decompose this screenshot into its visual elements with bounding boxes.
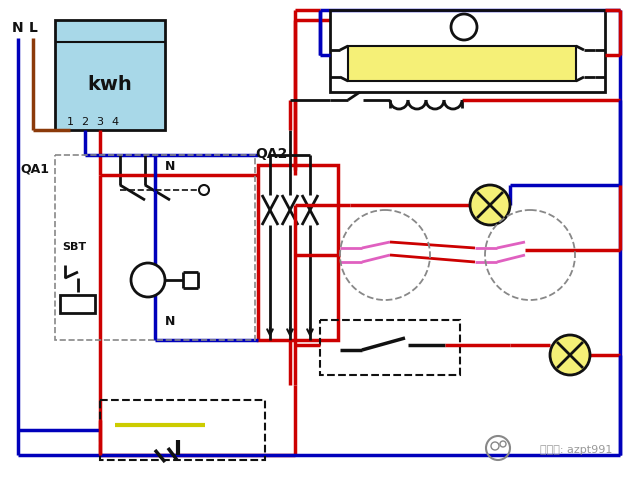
Text: QA2: QA2 (255, 147, 287, 161)
Bar (55, 155, 255, 340)
Text: 微信号: azpt991: 微信号: azpt991 (540, 445, 612, 455)
Bar (55, 20, 165, 130)
Text: N: N (165, 160, 175, 173)
Bar (60, 295, 95, 313)
Text: N: N (165, 315, 175, 328)
Circle shape (550, 335, 590, 375)
Text: 4: 4 (111, 117, 118, 127)
Text: QA1: QA1 (20, 162, 49, 175)
Circle shape (199, 185, 209, 195)
Circle shape (470, 185, 510, 225)
Text: N: N (12, 21, 24, 35)
Text: L: L (29, 21, 37, 35)
Text: 3: 3 (97, 117, 104, 127)
Bar (100, 400, 265, 460)
Bar (258, 165, 338, 340)
Circle shape (451, 14, 477, 40)
Bar (330, 10, 605, 92)
Text: kwh: kwh (88, 75, 132, 95)
Bar (348, 46, 576, 81)
Text: 2: 2 (81, 117, 88, 127)
Circle shape (131, 263, 165, 297)
Text: 1: 1 (67, 117, 74, 127)
Bar (320, 320, 460, 375)
Text: SBT: SBT (62, 242, 86, 252)
